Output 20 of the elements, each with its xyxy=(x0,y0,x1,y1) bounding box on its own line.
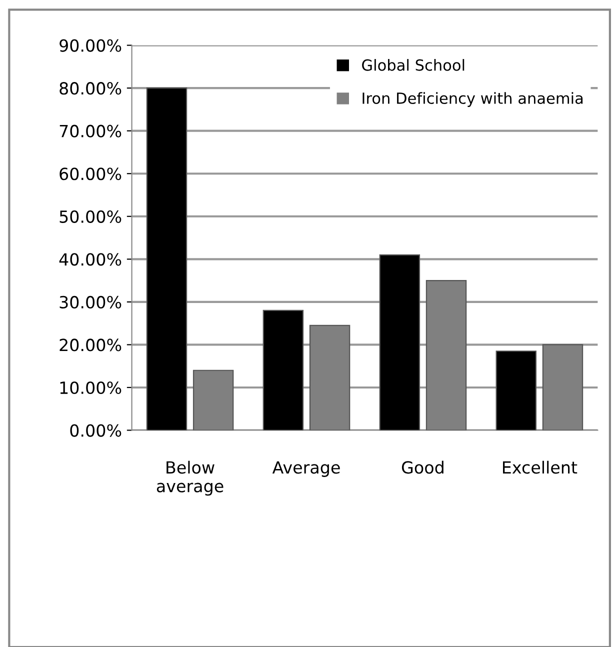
y-tick-label: 50.00% xyxy=(60,210,122,223)
y-tick-label: 10.00% xyxy=(60,381,122,394)
y-tick-label: 30.00% xyxy=(60,296,122,308)
legend-label: Global School xyxy=(362,59,464,71)
bar xyxy=(146,88,188,430)
legend-label: Iron Deficiency with anaemia xyxy=(362,92,583,107)
y-tick-label: 60.00% xyxy=(60,168,122,180)
x-tick-label: Below average xyxy=(156,460,224,496)
y-tick-label: 20.00% xyxy=(60,338,122,352)
y-tick-label: 0.00% xyxy=(70,424,122,437)
y-tick-label: 90.00% xyxy=(60,39,122,52)
bar xyxy=(262,310,304,430)
y-tick-label: 80.00% xyxy=(60,82,122,95)
y-tick-label: 40.00% xyxy=(59,253,122,266)
x-tick-label: Average xyxy=(272,461,340,477)
x-tick-label: Excellent xyxy=(503,460,578,474)
bar xyxy=(379,254,420,430)
bar xyxy=(496,350,536,430)
x-tick-label: Good xyxy=(402,460,444,474)
y-tick-label: 70.00% xyxy=(60,124,122,138)
